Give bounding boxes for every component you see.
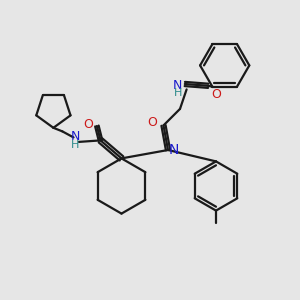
Text: N: N: [70, 130, 80, 143]
Text: O: O: [212, 88, 221, 101]
Text: O: O: [84, 118, 93, 131]
Text: O: O: [147, 116, 157, 129]
Text: H: H: [173, 88, 182, 98]
Text: N: N: [168, 143, 178, 157]
Text: N: N: [173, 79, 182, 92]
Text: H: H: [71, 140, 80, 150]
